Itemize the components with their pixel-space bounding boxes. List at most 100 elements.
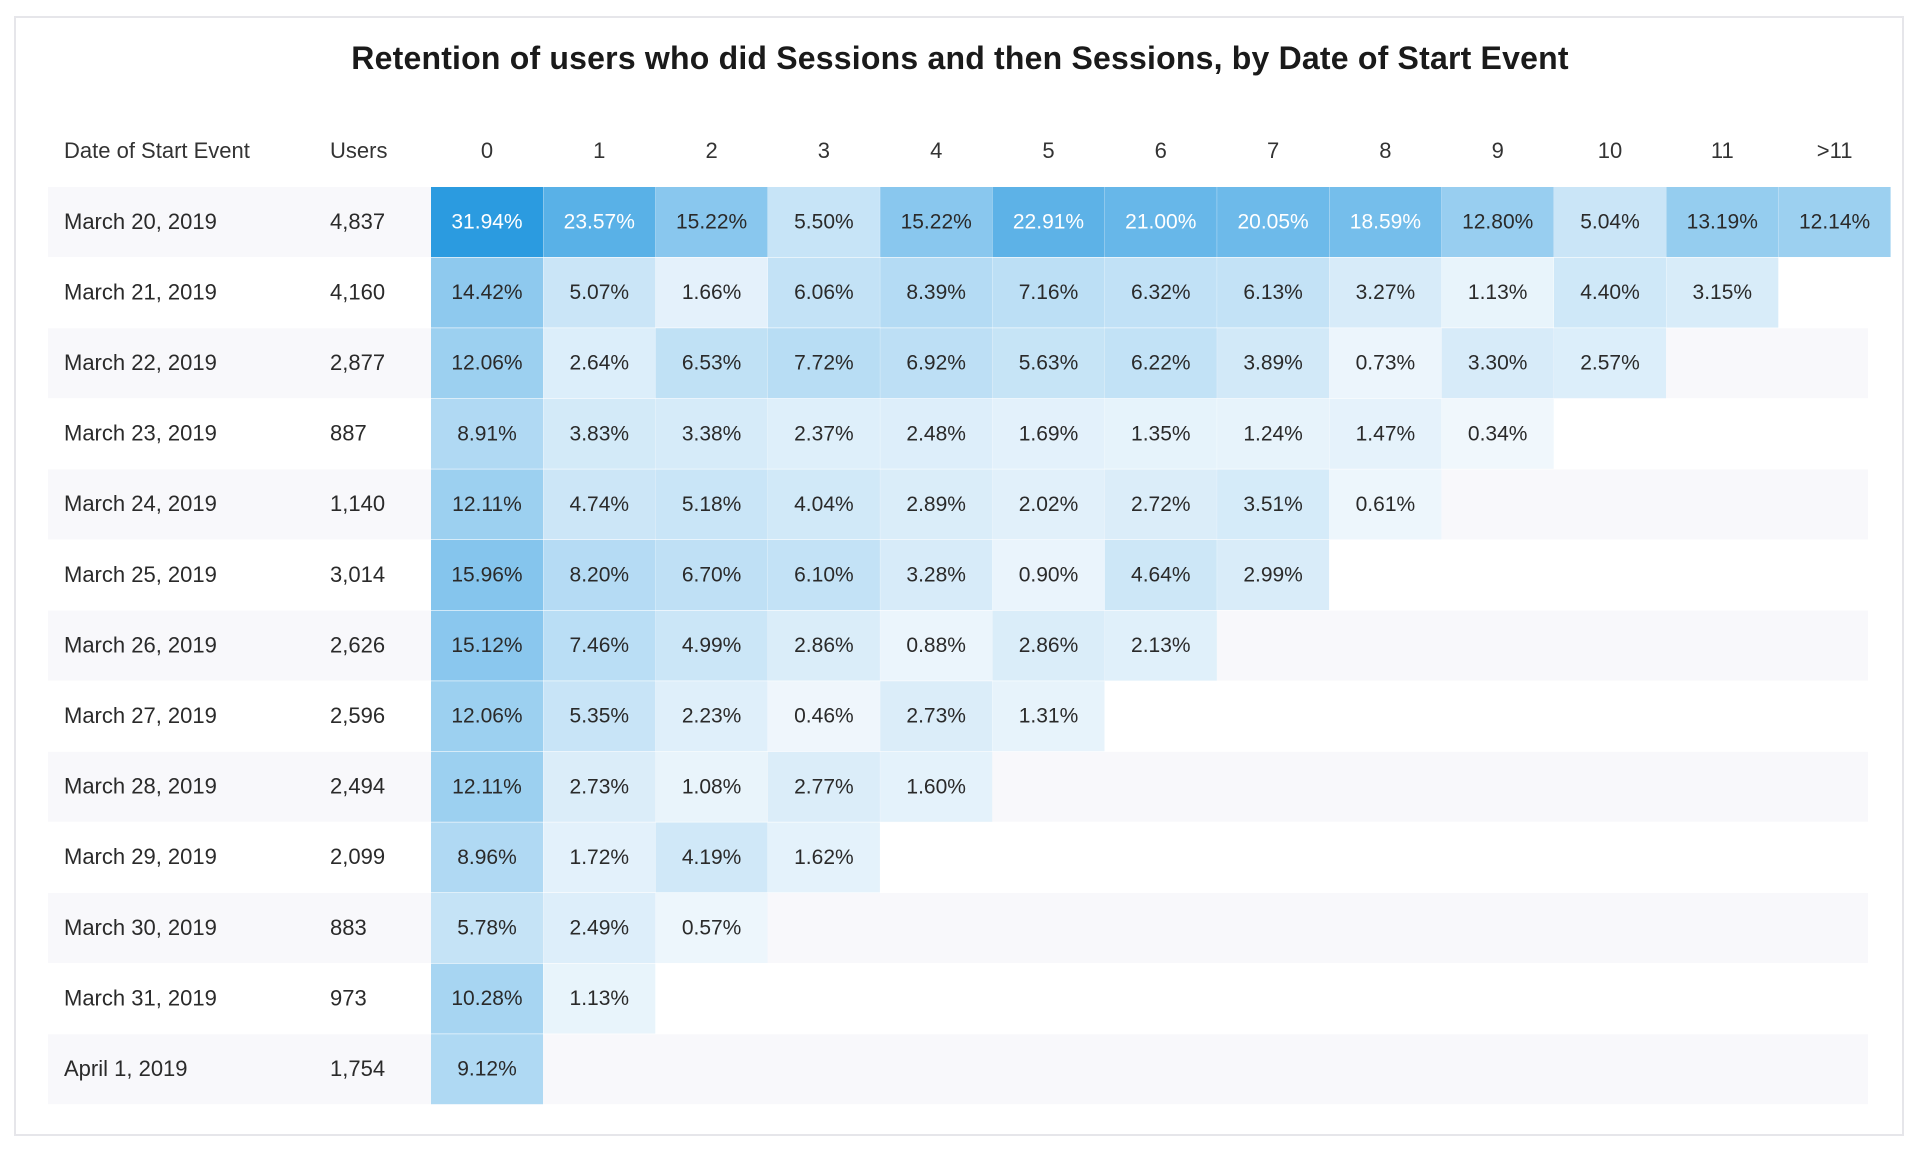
retention-cell-label: 21.00% bbox=[1125, 211, 1196, 234]
retention-cell bbox=[655, 610, 768, 681]
retention-cell-label: 6.06% bbox=[794, 281, 854, 304]
retention-cell-label: 1.47% bbox=[1356, 422, 1416, 445]
retention-cell bbox=[431, 963, 543, 1034]
retention-cell bbox=[1217, 257, 1330, 328]
retention-cell-label: 1.66% bbox=[682, 281, 742, 304]
retention-cell-label: 2.73% bbox=[570, 775, 630, 798]
retention-cell bbox=[767, 751, 880, 822]
row-date: March 28, 2019 bbox=[64, 774, 217, 799]
retention-cell-label: 6.92% bbox=[906, 352, 966, 375]
retention-cell-label: 20.05% bbox=[1237, 211, 1308, 234]
retention-cell-label: 22.91% bbox=[1013, 211, 1084, 234]
retention-cell bbox=[655, 681, 768, 752]
retention-cell-label: 12.11% bbox=[452, 493, 522, 516]
retention-cell-label: 4.64% bbox=[1131, 564, 1191, 587]
retention-cell-label: 1.35% bbox=[1131, 422, 1191, 445]
retention-cell bbox=[1329, 328, 1442, 399]
retention-cell-label: 18.59% bbox=[1350, 211, 1421, 234]
row-users: 1,754 bbox=[330, 1056, 385, 1081]
row-users: 887 bbox=[330, 421, 367, 446]
row-users: 2,099 bbox=[330, 844, 385, 869]
retention-cell bbox=[543, 893, 656, 963]
retention-cell-label: 0.46% bbox=[794, 705, 854, 728]
column-header-gt11: >11 bbox=[1817, 138, 1853, 163]
retention-cell bbox=[543, 751, 656, 822]
retention-cell bbox=[1441, 398, 1554, 469]
retention-cell bbox=[992, 187, 1105, 257]
retention-cell bbox=[992, 469, 1105, 540]
retention-cell bbox=[431, 610, 543, 681]
retention-cell-label: 3.89% bbox=[1243, 352, 1303, 375]
retention-cell bbox=[543, 610, 656, 681]
retention-cell-label: 0.34% bbox=[1468, 422, 1528, 445]
retention-cell bbox=[992, 257, 1105, 328]
retention-cell-label: 1.13% bbox=[1468, 281, 1528, 304]
retention-cell bbox=[1666, 187, 1779, 257]
row-date: March 27, 2019 bbox=[64, 703, 217, 728]
retention-cell bbox=[655, 893, 768, 963]
retention-cell bbox=[1554, 328, 1666, 399]
retention-cell-label: 12.11% bbox=[452, 775, 522, 798]
retention-cell bbox=[1329, 398, 1442, 469]
retention-cell-label: 7.16% bbox=[1019, 281, 1079, 304]
retention-cell bbox=[1217, 328, 1330, 399]
column-header-2: 2 bbox=[705, 138, 717, 163]
row-date: March 25, 2019 bbox=[64, 562, 217, 587]
retention-cell-label: 1.60% bbox=[906, 775, 966, 798]
retention-cell-label: 2.86% bbox=[794, 634, 854, 657]
retention-cell-label: 1.08% bbox=[682, 775, 742, 798]
header-date-of-start-event: Date of Start Event bbox=[64, 138, 250, 163]
retention-cell bbox=[655, 751, 768, 822]
column-header-10: 10 bbox=[1598, 138, 1622, 163]
row-users: 1,140 bbox=[330, 491, 385, 516]
retention-cell bbox=[543, 469, 656, 540]
retention-cell bbox=[655, 398, 768, 469]
retention-cell-label: 31.94% bbox=[451, 211, 522, 234]
row-date: March 22, 2019 bbox=[64, 350, 217, 375]
retention-cell-label: 2.02% bbox=[1019, 493, 1079, 516]
retention-cell bbox=[1104, 610, 1217, 681]
retention-cell-label: 4.19% bbox=[682, 846, 742, 869]
row-users: 883 bbox=[330, 915, 367, 940]
retention-cell bbox=[655, 257, 768, 328]
row-users: 2,596 bbox=[330, 703, 385, 728]
retention-cell-label: 3.30% bbox=[1468, 352, 1528, 375]
row-users: 4,837 bbox=[330, 209, 385, 234]
retention-cell-label: 1.69% bbox=[1019, 422, 1079, 445]
retention-cell bbox=[1666, 257, 1779, 328]
row-date: March 31, 2019 bbox=[64, 985, 217, 1010]
row-stripe bbox=[48, 1034, 1868, 1105]
retention-cell bbox=[655, 469, 768, 540]
retention-cell-label: 9.12% bbox=[457, 1058, 517, 1081]
retention-cell bbox=[992, 681, 1105, 752]
retention-cell-label: 5.18% bbox=[682, 493, 742, 516]
retention-cell bbox=[431, 751, 543, 822]
retention-cell bbox=[543, 187, 656, 257]
retention-cell bbox=[767, 187, 880, 257]
retention-cell-label: 4.99% bbox=[682, 634, 742, 657]
row-date: March 23, 2019 bbox=[64, 421, 217, 446]
retention-cell bbox=[431, 469, 543, 540]
retention-cell-label: 1.13% bbox=[570, 987, 630, 1010]
retention-cell-label: 3.51% bbox=[1243, 493, 1303, 516]
column-header-11: 11 bbox=[1711, 138, 1734, 163]
retention-cell bbox=[880, 540, 993, 610]
column-header-9: 9 bbox=[1492, 138, 1504, 163]
retention-cell-label: 1.31% bbox=[1019, 705, 1079, 728]
retention-cell bbox=[767, 610, 880, 681]
retention-cell bbox=[992, 398, 1105, 469]
retention-cell bbox=[1554, 187, 1666, 257]
retention-cell bbox=[767, 398, 880, 469]
retention-cell-label: 5.50% bbox=[794, 211, 854, 234]
retention-cell-label: 6.53% bbox=[682, 352, 742, 375]
retention-cell-label: 23.57% bbox=[564, 211, 635, 234]
retention-cell bbox=[1217, 540, 1330, 610]
retention-cell-label: 6.10% bbox=[794, 564, 854, 587]
retention-cell bbox=[1217, 398, 1330, 469]
retention-cell-label: 15.96% bbox=[451, 564, 522, 587]
retention-cell-label: 2.64% bbox=[570, 352, 630, 375]
retention-cell-label: 3.83% bbox=[570, 422, 630, 445]
row-date: March 26, 2019 bbox=[64, 632, 217, 657]
column-header-8: 8 bbox=[1379, 138, 1391, 163]
retention-cell-label: 7.72% bbox=[794, 352, 854, 375]
